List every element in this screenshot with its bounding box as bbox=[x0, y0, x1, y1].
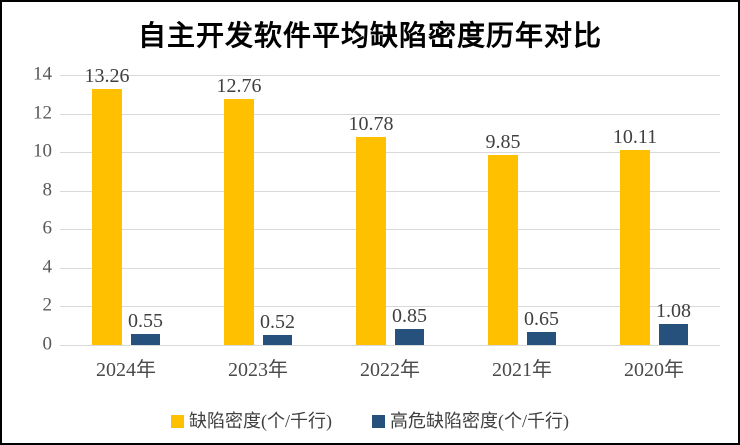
x-axis-label: 2023年 bbox=[228, 359, 288, 381]
bar-value-label: 10.78 bbox=[348, 113, 394, 136]
y-axis-tick-label: 8 bbox=[42, 179, 53, 201]
y-axis-tick-label: 10 bbox=[33, 140, 52, 162]
y-axis-tick-label: 14 bbox=[33, 63, 52, 85]
legend-swatch-icon bbox=[171, 414, 184, 428]
bar bbox=[92, 89, 122, 345]
bar-value-label: 13.26 bbox=[84, 65, 130, 88]
y-axis-tick-label: 4 bbox=[42, 256, 53, 278]
bar-column: 0.65 bbox=[524, 309, 559, 345]
bar-value-label: 12.76 bbox=[216, 74, 262, 97]
legend-item: 缺陷密度(个/千行) bbox=[171, 412, 332, 430]
legend-label: 缺陷密度(个/千行) bbox=[189, 411, 332, 431]
bar-column: 10.78 bbox=[349, 114, 394, 345]
bar bbox=[395, 328, 424, 345]
gridline bbox=[60, 190, 720, 192]
plot-area: 0 2 4 6 8 10 12 14 13.26 0.55 2024年 12.76 0.52 2023年 1… bbox=[33, 65, 720, 380]
bar-column: 9.85 bbox=[486, 132, 521, 345]
gridline bbox=[60, 152, 720, 154]
gridline bbox=[60, 75, 720, 76]
bar-value-label: 0.52 bbox=[260, 310, 295, 333]
bar-column: 13.26 bbox=[85, 66, 130, 345]
bar-group: 9.85 0.65 bbox=[456, 75, 588, 345]
gridline bbox=[60, 267, 720, 269]
bar-column: 0.52 bbox=[260, 312, 295, 345]
chart-title: 自主开发软件平均缺陷密度历年对比 bbox=[137, 21, 602, 52]
y-axis-tick-label: 6 bbox=[42, 217, 53, 239]
bar-value-label: 0.55 bbox=[128, 310, 163, 333]
x-axis-label: 2021年 bbox=[492, 359, 552, 381]
legend-swatch-icon bbox=[372, 414, 385, 428]
bar bbox=[131, 334, 160, 345]
bar-value-label: 1.08 bbox=[656, 300, 691, 323]
gridline bbox=[60, 306, 720, 308]
legend-label: 高危缺陷密度(个/千行) bbox=[390, 411, 569, 431]
bar bbox=[659, 324, 688, 345]
y-axis-tick-label: 0 bbox=[42, 333, 53, 355]
legend: 缺陷密度(个/千行) 高危缺陷密度(个/千行) bbox=[2, 412, 738, 430]
bar-column: 0.55 bbox=[128, 311, 163, 345]
x-axis-label: 2020年 bbox=[624, 359, 684, 381]
bar-column: 10.11 bbox=[613, 127, 657, 345]
bar-value-label: 10.11 bbox=[612, 126, 658, 149]
y-axis-tick-label: 12 bbox=[33, 102, 52, 124]
bar bbox=[488, 155, 518, 345]
bar-column: 1.08 bbox=[656, 301, 691, 345]
bar bbox=[224, 98, 254, 345]
x-axis-label: 2022年 bbox=[360, 359, 420, 381]
bar bbox=[263, 334, 292, 345]
bar-column: 12.76 bbox=[217, 76, 262, 345]
bar bbox=[356, 137, 386, 345]
gridline bbox=[60, 113, 720, 115]
legend-item: 高危缺陷密度(个/千行) bbox=[372, 412, 569, 430]
bar-column: 0.85 bbox=[392, 306, 427, 345]
x-axis-label: 2024年 bbox=[96, 359, 156, 381]
y-axis-tick-label: 2 bbox=[42, 294, 53, 316]
gridline bbox=[60, 229, 720, 231]
bar-value-label: 9.85 bbox=[485, 131, 521, 154]
gridline bbox=[60, 345, 720, 346]
bar bbox=[620, 150, 650, 345]
bar-value-label: 0.85 bbox=[392, 304, 427, 327]
bar-value-label: 0.65 bbox=[524, 308, 559, 331]
bar-group: 12.76 0.52 bbox=[192, 75, 324, 345]
bar bbox=[527, 332, 556, 345]
bar-group: 10.78 0.85 bbox=[324, 75, 456, 345]
bar-group: 10.11 1.08 bbox=[588, 75, 720, 345]
bar-group: 13.26 0.55 bbox=[60, 66, 192, 345]
